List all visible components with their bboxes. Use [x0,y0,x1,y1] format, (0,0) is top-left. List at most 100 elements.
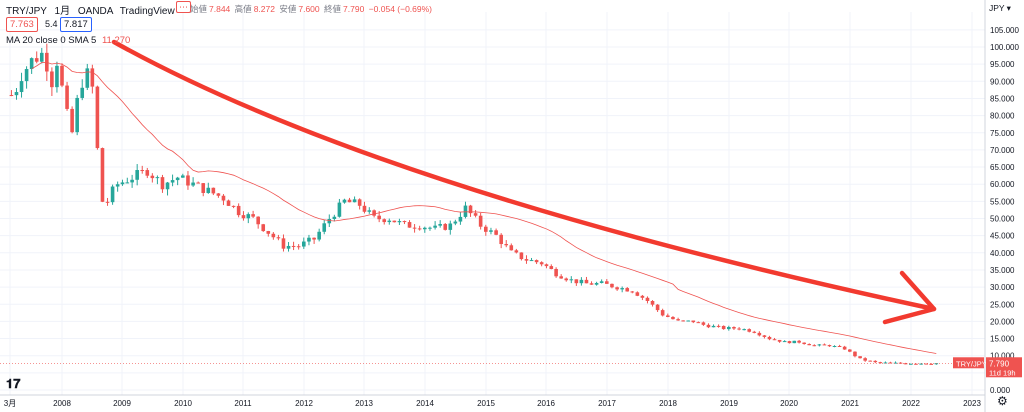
tradingview-logo-icon[interactable]: 𝟏𝟕 [6,376,21,391]
candle-body [160,177,165,190]
candle-body [372,210,376,216]
candle-body [130,179,134,183]
more-menu-icon[interactable]: ⋯ [176,1,191,14]
candle-body [489,230,493,232]
interval-label[interactable]: 1月 [54,6,71,17]
candle-body [574,279,579,284]
candle-body [888,362,893,364]
candle-body [640,295,645,298]
candle-body [473,213,478,216]
candle-body [909,363,913,365]
candle-body [95,86,100,149]
candle-body [817,344,822,346]
indicator-legend[interactable]: MA 20 close 0 SMA 5 11.270 [6,35,130,46]
candle-body [150,175,155,179]
price-tick-label: 30.000 [990,283,1015,292]
candle-body [620,288,624,290]
candle-body [317,231,321,240]
candle-body [924,363,928,365]
symbol-name[interactable]: TRY/JPY [6,6,47,17]
indicator-name: MA 20 close 0 SMA 5 [6,35,97,46]
candle-body [276,237,281,239]
time-axis: 3月 2008 2009 2010 2011 2012 2013 2014 2015 2016 20… [4,399,982,408]
close-label: 終値 [324,4,342,14]
candle-body [402,221,407,223]
chart-grid [0,12,985,395]
time-tick-label: 2017 [598,399,616,408]
time-tick-label: 2020 [780,399,798,408]
candle-body [853,351,857,357]
candle-body [822,344,827,346]
candle-body [524,259,529,261]
candle-body [19,81,24,93]
time-tick-label: 2010 [174,399,192,408]
candle-body [186,175,190,186]
exchange-label: OANDA [77,6,113,17]
candle-body [832,345,837,347]
gear-icon[interactable]: ⚙ [997,394,1008,408]
candle-body [241,215,246,219]
candle-body [848,349,852,352]
candle-body [499,234,503,245]
price-tick-label: 0.000 [990,386,1011,395]
price-tick-label: 75.000 [990,129,1015,138]
candle-body [842,346,847,350]
axis-currency-label[interactable]: JPY ▾ [989,3,1011,13]
open-label: 始値 [190,4,208,14]
candle-body [206,187,211,193]
candle-body [251,214,255,217]
candle-body [463,205,468,217]
candle-body [236,205,241,216]
candle-body [650,300,655,305]
candle-body [332,216,337,219]
candle-body [529,260,534,262]
last-price-symbol-tag [953,357,984,369]
low-value: 7.600 [298,4,320,14]
buy-button[interactable]: 7.817 [60,17,92,32]
candle-body [610,283,614,288]
candle-body [671,316,675,320]
price-tick-label: 45.000 [990,232,1015,241]
candle-body [772,339,777,341]
time-tick-label: 2009 [113,399,131,408]
candle-body [858,356,862,359]
candle-body [453,221,458,224]
price-tick-label: 60.000 [990,180,1015,189]
candle-body [9,95,14,97]
candle-body [468,205,473,214]
candle-body [196,182,200,184]
candle-body [60,65,64,86]
candle-body [484,226,488,232]
candle-body [787,341,792,344]
candle-body [246,214,251,219]
candle-body [312,237,316,240]
candle-body [727,327,731,330]
candle-body [863,358,867,361]
candle-body [307,237,311,242]
price-tick-label: 35.000 [990,266,1015,275]
candle-body [39,52,44,62]
candle-body [458,216,463,222]
price-tick-label: 50.000 [990,215,1015,224]
candle-body [762,335,767,337]
candle-body [873,360,878,363]
last-price-box [986,357,1022,378]
ohlc-readout: 始値 7.844 高値 8.272 安値 7.600 終値 7.790 −0.054 (… [190,3,434,15]
candle-body [170,180,175,183]
sell-button[interactable]: 7.763 [6,17,38,32]
price-tick-label: 55.000 [990,197,1015,206]
candle-body [549,266,554,269]
candle-body [226,200,231,206]
time-tick-label: 2008 [53,399,71,408]
bar-countdown: 11d 19h [989,368,1016,377]
candle-body [266,231,271,234]
candle-body [579,279,584,284]
candle-body [539,262,544,265]
downtrend-arrow-head [882,270,937,325]
candle-body [392,220,397,223]
candle-body [342,199,347,203]
candle-body [70,108,74,133]
candle-body [423,227,427,230]
